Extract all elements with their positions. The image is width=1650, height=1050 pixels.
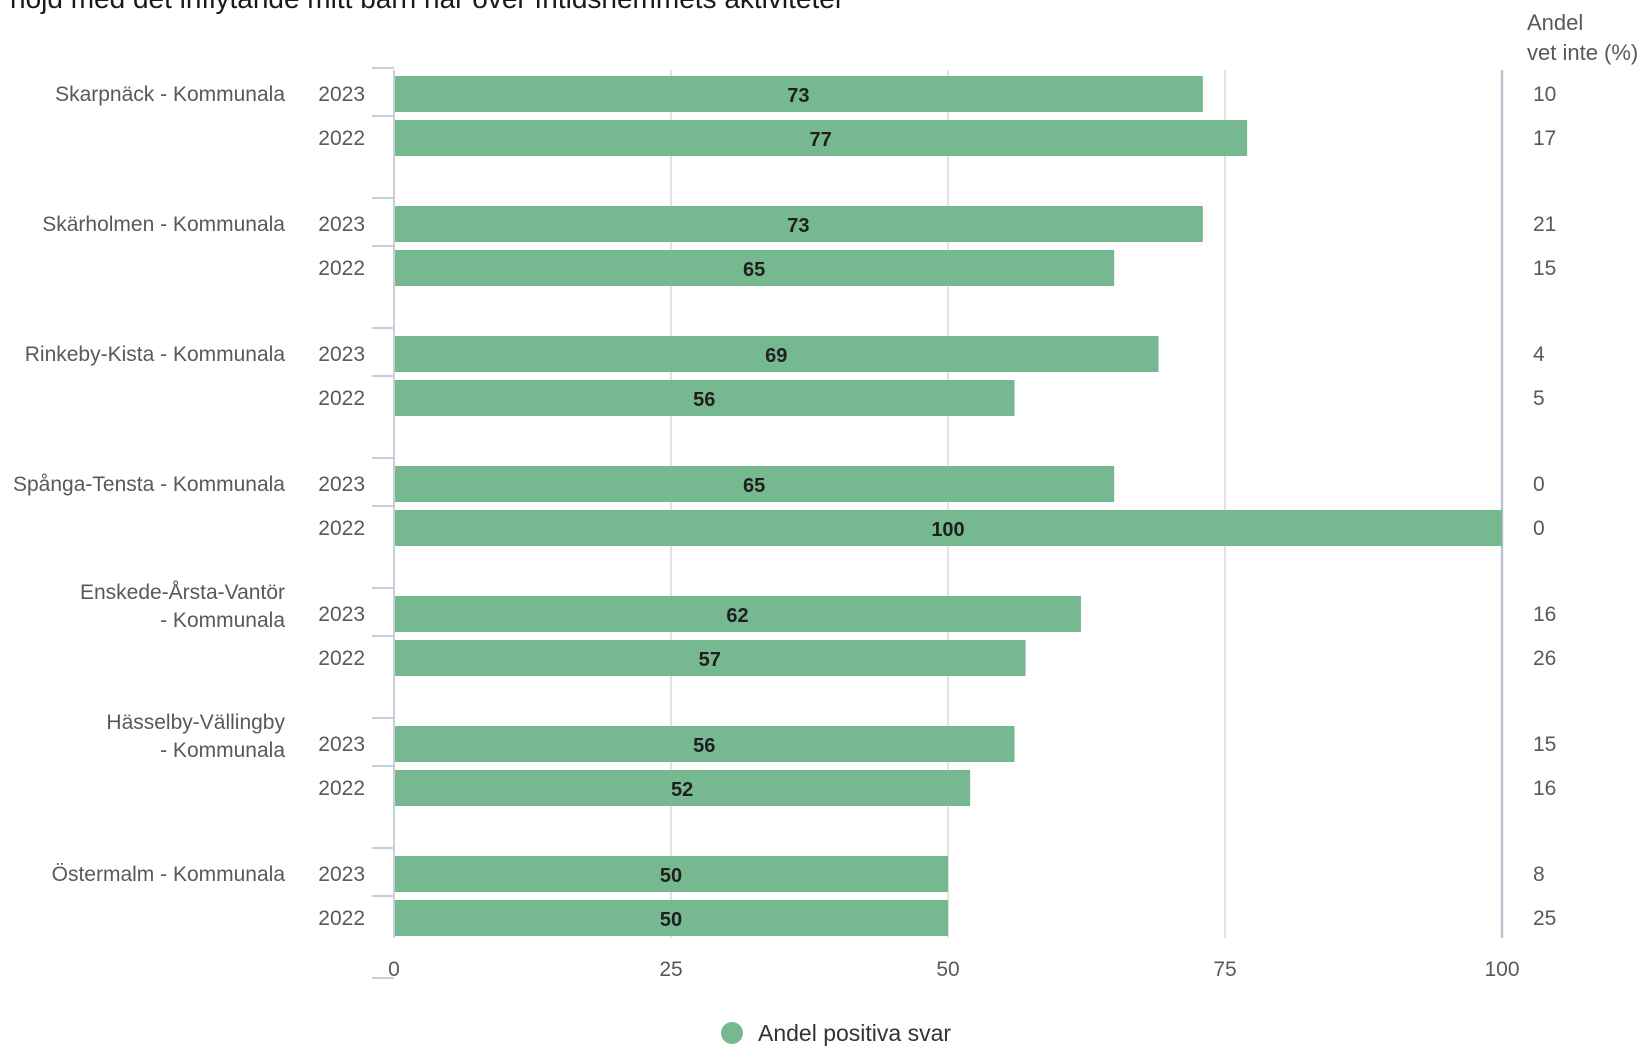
data-label: 77 xyxy=(809,129,831,151)
category-label: - Kommunala xyxy=(160,739,285,762)
dont-know-value: 16 xyxy=(1533,603,1556,626)
bar xyxy=(395,466,1115,502)
year-label: 2022 xyxy=(318,647,365,670)
dont-know-value: 16 xyxy=(1533,777,1556,800)
x-tick-label: 25 xyxy=(659,958,682,981)
data-label: 65 xyxy=(743,475,765,497)
bar xyxy=(395,770,971,806)
data-label: 69 xyxy=(765,345,787,367)
bar xyxy=(395,856,948,892)
dont-know-value: 0 xyxy=(1533,517,1545,540)
data-label: 73 xyxy=(787,215,809,237)
x-tick-label: 75 xyxy=(1213,958,1236,981)
bar xyxy=(395,380,1015,416)
data-label: 50 xyxy=(660,909,682,931)
data-label: 56 xyxy=(693,735,715,757)
data-label: 100 xyxy=(931,519,964,541)
dont-know-value: 25 xyxy=(1533,907,1556,930)
year-label: 2022 xyxy=(318,907,365,930)
bar xyxy=(395,76,1203,112)
bar xyxy=(395,206,1203,242)
category-label: Enskede-Årsta-Vantör xyxy=(80,581,285,604)
dont-know-value: 26 xyxy=(1533,647,1556,670)
dont-know-value: 15 xyxy=(1533,257,1556,280)
year-label: 2022 xyxy=(318,387,365,410)
bar xyxy=(395,250,1115,286)
bar xyxy=(395,900,948,936)
category-label: Skarpnäck - Kommunala xyxy=(55,83,285,106)
grid-lines xyxy=(670,70,1504,938)
dont-know-value: 0 xyxy=(1533,473,1545,496)
dont-know-value: 8 xyxy=(1533,863,1545,886)
bar xyxy=(395,336,1159,372)
year-label: 2022 xyxy=(318,127,365,150)
dont-know-value: 17 xyxy=(1533,127,1556,150)
dont-know-value: 21 xyxy=(1533,213,1556,236)
dont-know-value: 4 xyxy=(1533,343,1545,366)
legend: Andel positiva svar xyxy=(721,1020,951,1046)
bar xyxy=(395,596,1081,632)
data-label: 52 xyxy=(671,779,693,801)
axes xyxy=(372,67,395,979)
year-label: 2022 xyxy=(318,517,365,540)
dont-know-header: vet inte (%) xyxy=(1527,40,1638,65)
x-tick-label: 0 xyxy=(388,958,400,981)
year-label: 2023 xyxy=(318,83,365,106)
bars xyxy=(395,76,1502,936)
data-label: 62 xyxy=(726,605,748,627)
legend-marker xyxy=(721,1022,743,1044)
data-label: 56 xyxy=(693,389,715,411)
year-label: 2023 xyxy=(318,603,365,626)
data-label: 65 xyxy=(743,259,765,281)
bar xyxy=(395,510,1502,546)
data-label: 73 xyxy=(787,85,809,107)
dont-know-value: 5 xyxy=(1533,387,1545,410)
category-label: Hässelby-Vällingby xyxy=(106,711,285,734)
year-label: 2023 xyxy=(318,733,365,756)
year-label: 2023 xyxy=(318,863,365,886)
bar xyxy=(395,120,1248,156)
bar xyxy=(395,726,1015,762)
dont-know-header: Andel xyxy=(1527,10,1583,35)
data-label: 57 xyxy=(699,649,721,671)
dont-know-value: 15 xyxy=(1533,733,1556,756)
category-label: Spånga-Tensta - Kommunala xyxy=(13,473,285,496)
year-label: 2022 xyxy=(318,257,365,280)
x-tick-label: 50 xyxy=(936,958,959,981)
bar xyxy=(395,640,1026,676)
category-label: Rinkeby-Kista - Kommunala xyxy=(25,343,286,366)
year-label: 2023 xyxy=(318,473,365,496)
chart-title: nöjd med det inflytande mitt barn har öv… xyxy=(10,0,844,14)
category-label: Skärholmen - Kommunala xyxy=(42,213,285,236)
data-label: 50 xyxy=(660,865,682,887)
year-label: 2022 xyxy=(318,777,365,800)
category-label: - Kommunala xyxy=(160,609,285,632)
year-label: 2023 xyxy=(318,213,365,236)
x-tick-label: 100 xyxy=(1484,958,1519,981)
year-label: 2023 xyxy=(318,343,365,366)
legend-label: Andel positiva svar xyxy=(758,1020,951,1046)
dont-know-value: 10 xyxy=(1533,83,1556,106)
category-label: Östermalm - Kommunala xyxy=(52,863,286,886)
